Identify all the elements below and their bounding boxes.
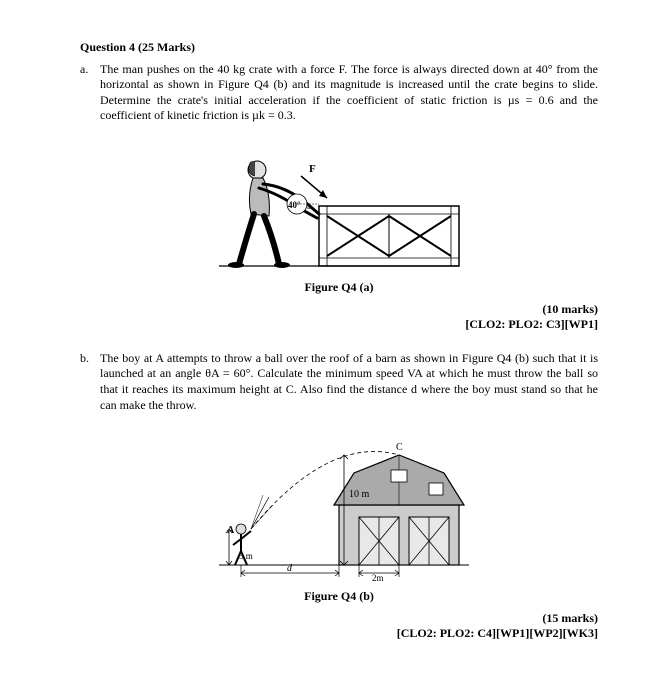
part-a-letter: a. <box>80 62 100 124</box>
question-title: Question 4 (25 Marks) <box>80 40 598 56</box>
figure-b-caption: Figure Q4 (b) <box>80 589 598 605</box>
part-a-row: a. The man pushes on the 40 kg crate wit… <box>80 62 598 124</box>
figure-b-svg: C 10 m A 3 m <box>199 425 479 585</box>
eave-2m-label: 2m <box>372 573 384 583</box>
part-b-clo: [CLO2: PLO2: C4][WP1][WP2][WK3] <box>80 626 598 642</box>
force-f-label: F <box>309 163 316 175</box>
part-b-marks: (15 marks) <box>80 611 598 627</box>
page: Question 4 (25 Marks) a. The man pushes … <box>0 0 658 672</box>
part-b-row: b. The boy at A attempts to throw a ball… <box>80 351 598 413</box>
part-b-letter: b. <box>80 351 100 413</box>
figure-b-area: C 10 m A 3 m <box>80 425 598 605</box>
part-a-text: The man pushes on the 40 kg crate with a… <box>100 62 598 124</box>
part-b-text: The boy at A attempts to throw a ball ov… <box>100 351 598 413</box>
height-10m-label: 10 m <box>349 489 370 500</box>
angle-40-label: 40° <box>288 200 301 210</box>
figure-a-area: F 40° Figure Q4 (a) <box>80 136 598 296</box>
figure-a-caption: Figure Q4 (a) <box>80 280 598 296</box>
part-a-marks: (10 marks) <box>80 302 598 318</box>
c-point-label: C <box>396 442 403 453</box>
boy-height-label: 3 m <box>239 551 253 561</box>
figure-a-svg: F 40° <box>209 136 469 276</box>
part-a-clo: [CLO2: PLO2: C3][WP1] <box>80 317 598 333</box>
